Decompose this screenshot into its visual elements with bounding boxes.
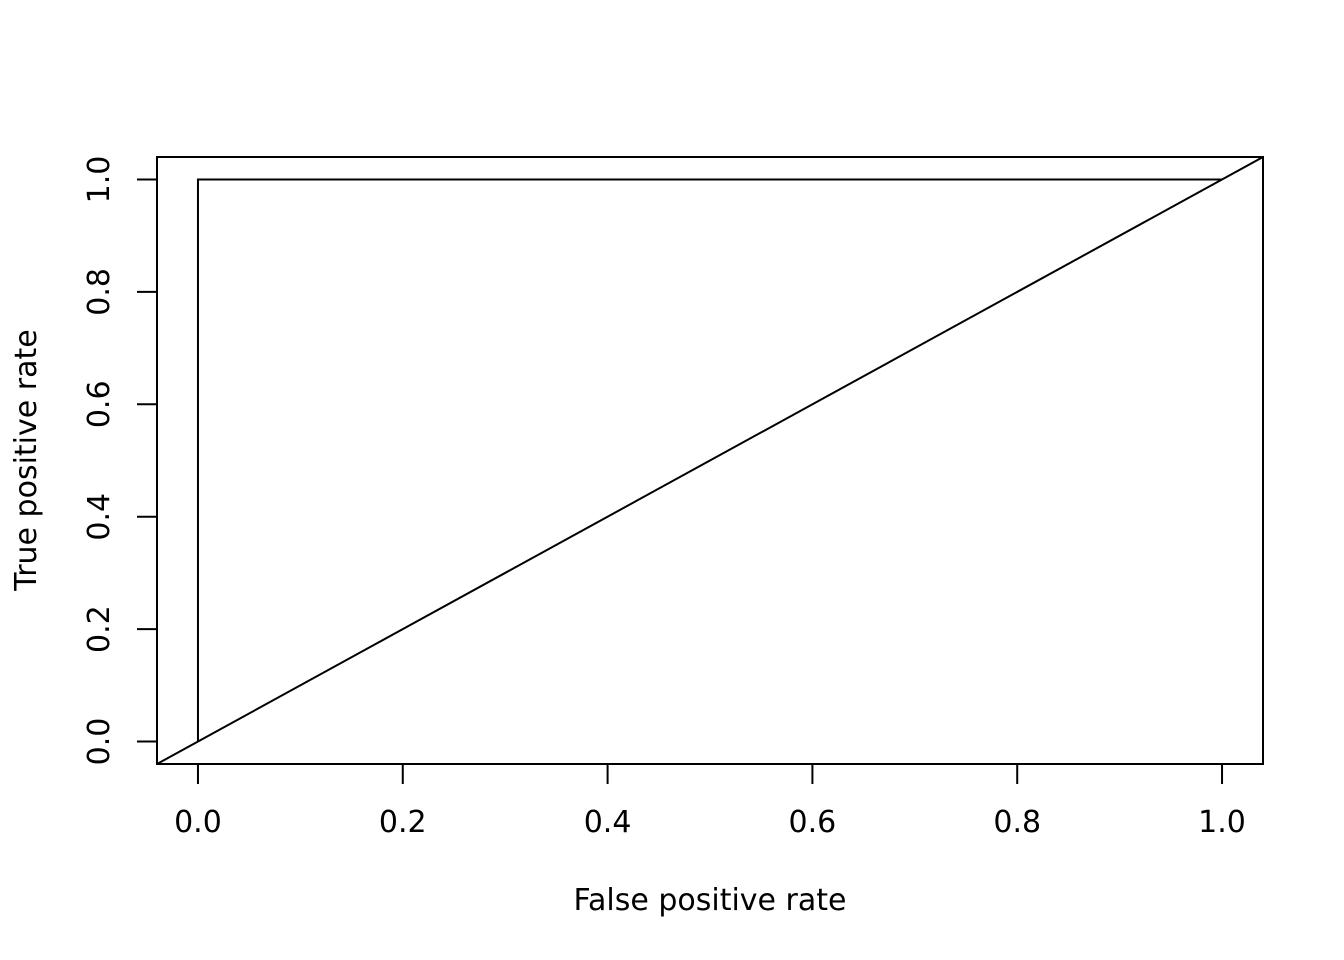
y-tick-label: 0.2 bbox=[82, 605, 117, 653]
y-tick-label: 0.6 bbox=[82, 380, 117, 428]
y-tick-label: 1.0 bbox=[82, 156, 117, 204]
x-tick-label: 0.0 bbox=[174, 805, 222, 840]
x-axis-title: False positive rate bbox=[574, 883, 847, 918]
x-tick-label: 0.4 bbox=[584, 805, 632, 840]
x-tick-label: 0.8 bbox=[993, 805, 1041, 840]
x-tick-label: 1.0 bbox=[1198, 805, 1246, 840]
x-axis: 0.0 0.2 0.4 0.6 0.8 1.0 bbox=[174, 764, 1246, 840]
roc-curve bbox=[196, 178, 1223, 742]
diagonal-reference-line bbox=[156, 156, 1264, 765]
x-tick-label: 0.6 bbox=[789, 805, 837, 840]
y-tick-label: 0.0 bbox=[82, 718, 117, 766]
x-tick-label: 0.2 bbox=[379, 805, 427, 840]
plot-frame bbox=[156, 156, 1264, 765]
y-axis: 0.0 0.2 0.4 0.6 0.8 1.0 bbox=[82, 156, 157, 766]
y-axis-title: True positive rate bbox=[9, 329, 44, 591]
y-tick-label: 0.4 bbox=[82, 493, 117, 541]
y-tick-label: 0.8 bbox=[82, 268, 117, 316]
